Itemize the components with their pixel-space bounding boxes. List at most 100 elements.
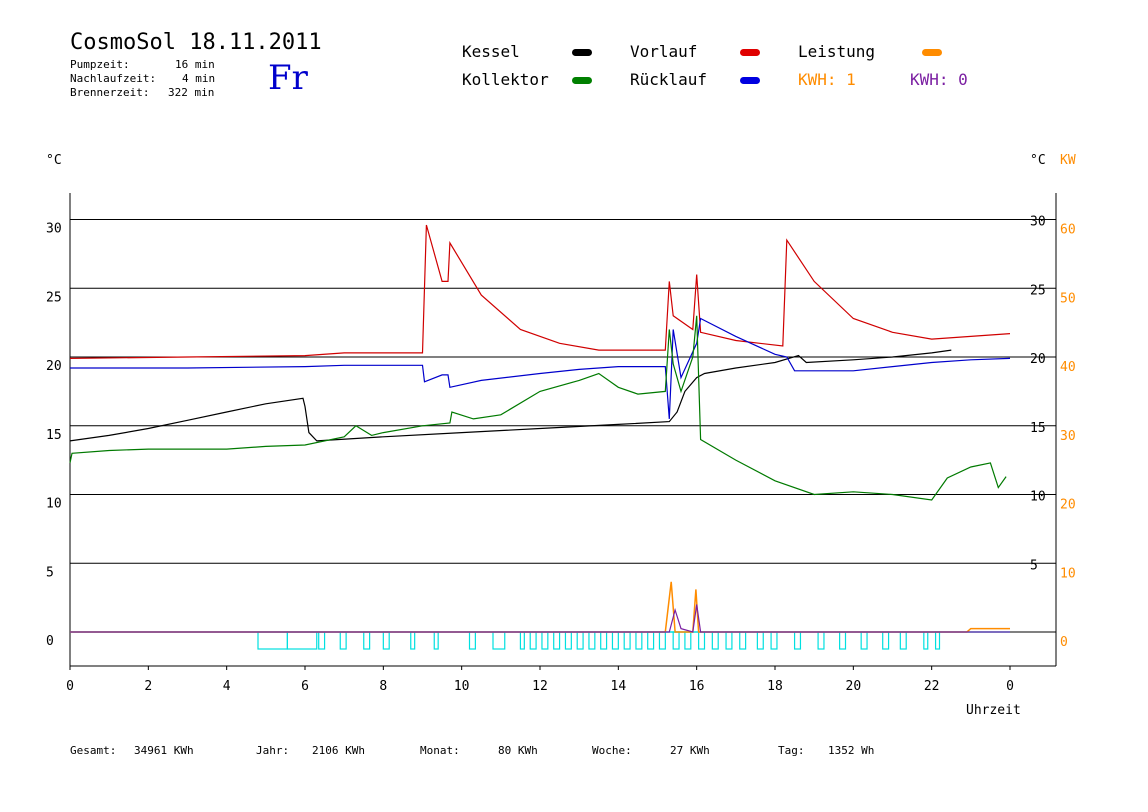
y-tick-left-15: 15 bbox=[46, 428, 62, 443]
pump-interval-10 bbox=[519, 631, 525, 650]
x-tick-8: 16 bbox=[689, 679, 705, 694]
footer-gesamt-value: 34961 KWh bbox=[134, 744, 194, 757]
footer-monat-label: Monat: bbox=[420, 744, 460, 757]
pump-interval-19 bbox=[623, 631, 631, 650]
y-tick-right-5: 5 bbox=[1030, 558, 1038, 573]
y-axis-label-right: °C bbox=[1030, 153, 1046, 168]
pump-interval-11 bbox=[529, 631, 537, 650]
pump-interval-36 bbox=[899, 631, 907, 650]
weekday-label: Fr bbox=[268, 58, 308, 98]
stat-pumpzeit-label: Pumpzeit: bbox=[70, 58, 130, 71]
legend-kessel-swatch bbox=[572, 49, 592, 56]
pump-interval-23 bbox=[672, 631, 680, 650]
stat-pumpzeit-value: 16 min bbox=[175, 58, 215, 71]
pump-interval-8 bbox=[468, 631, 476, 650]
y-tick-left-10: 10 bbox=[46, 497, 62, 512]
series-leistung bbox=[70, 581, 1010, 633]
pump-interval-26 bbox=[711, 631, 719, 650]
legend-kwh-2: KWH: 0 bbox=[910, 70, 968, 89]
y-tick-right-20: 20 bbox=[1030, 352, 1046, 367]
y-tick-kw-50: 50 bbox=[1060, 291, 1076, 306]
pump-interval-9 bbox=[492, 631, 506, 650]
legend-leistung: Leistung bbox=[798, 42, 876, 61]
series-kessel bbox=[69, 349, 952, 442]
pump-interval-14 bbox=[564, 631, 572, 650]
pump-interval-25 bbox=[698, 631, 706, 650]
y-tick-left-5: 5 bbox=[46, 565, 54, 580]
pump-interval-13 bbox=[553, 631, 561, 650]
series-rcklauf bbox=[70, 317, 1011, 419]
stat-brennerzeit-value: 322 min bbox=[168, 86, 215, 99]
pump-interval-7 bbox=[433, 631, 439, 650]
x-tick-11: 22 bbox=[924, 679, 940, 694]
pump-interval-38 bbox=[934, 631, 941, 650]
pump-interval-22 bbox=[658, 631, 666, 650]
footer-gesamt-label: Gesamt: bbox=[70, 744, 117, 757]
x-axis-label: Uhrzeit bbox=[966, 703, 1021, 718]
y-tick-kw-10: 10 bbox=[1060, 566, 1076, 581]
stat-nachlaufzeit-value: 4 min bbox=[182, 72, 216, 85]
x-tick-7: 14 bbox=[611, 679, 627, 694]
y-tick-right-25: 25 bbox=[1030, 283, 1046, 298]
x-tick-3: 6 bbox=[301, 679, 309, 694]
footer-jahr-value: 2106 KWh bbox=[312, 744, 365, 757]
legend-kwh-1: KWH: 1 bbox=[798, 70, 856, 89]
pump-interval-37 bbox=[923, 631, 929, 650]
pump-interval-24 bbox=[684, 631, 692, 650]
x-tick-12: 0 bbox=[1006, 679, 1014, 694]
pump-interval-16 bbox=[588, 631, 596, 650]
pump-interval-1 bbox=[286, 631, 318, 650]
pump-interval-18 bbox=[611, 631, 619, 650]
footer-woche-label: Woche: bbox=[592, 744, 632, 757]
pump-interval-27 bbox=[725, 631, 733, 650]
y-tick-right-10: 10 bbox=[1030, 490, 1046, 505]
y-tick-kw-40: 40 bbox=[1060, 360, 1076, 375]
y-tick-right-30: 30 bbox=[1030, 215, 1046, 230]
footer-tag-label: Tag: bbox=[778, 744, 805, 757]
pump-interval-32 bbox=[817, 631, 825, 650]
y-axis-label-kw: KW bbox=[1060, 153, 1076, 168]
pump-interval-31 bbox=[793, 631, 802, 650]
stat-nachlaufzeit-label: Nachlaufzeit: bbox=[70, 72, 157, 85]
y-tick-left-30: 30 bbox=[46, 222, 62, 237]
pump-interval-21 bbox=[647, 631, 655, 650]
y-tick-kw-30: 30 bbox=[1060, 429, 1076, 444]
x-tick-0: 0 bbox=[66, 679, 74, 694]
series-vorlauf bbox=[69, 224, 1011, 359]
pump-interval-20 bbox=[635, 631, 643, 650]
stat-brennerzeit-label: Brennerzeit: bbox=[70, 86, 150, 99]
y-tick-left-20: 20 bbox=[46, 359, 62, 374]
y-tick-left-25: 25 bbox=[46, 290, 62, 305]
series-kwh bbox=[70, 604, 1010, 633]
pump-interval-33 bbox=[839, 631, 847, 650]
legend-vorlauf: Vorlauf bbox=[630, 42, 698, 61]
x-tick-4: 8 bbox=[379, 679, 387, 694]
pump-interval-29 bbox=[756, 631, 764, 650]
legend-kessel: Kessel bbox=[462, 42, 520, 61]
footer-monat-value: 80 KWh bbox=[498, 744, 538, 757]
pump-interval-0 bbox=[257, 631, 288, 650]
legend-leistung-swatch bbox=[922, 49, 942, 56]
y-tick-left-0: 0 bbox=[46, 634, 54, 649]
y-axis-label-left: °C bbox=[46, 153, 62, 168]
pump-interval-17 bbox=[600, 631, 608, 650]
pump-interval-5 bbox=[382, 631, 390, 650]
pump-interval-12 bbox=[541, 631, 549, 650]
x-tick-1: 2 bbox=[144, 679, 152, 694]
footer-tag-value: 1352 Wh bbox=[828, 744, 875, 757]
pump-interval-34 bbox=[860, 631, 868, 650]
x-tick-10: 20 bbox=[846, 679, 862, 694]
legend-kollektor-swatch bbox=[572, 77, 592, 84]
x-tick-6: 12 bbox=[532, 679, 548, 694]
y-tick-kw-60: 60 bbox=[1060, 223, 1076, 238]
y-tick-right-15: 15 bbox=[1030, 421, 1046, 436]
legend-ruecklauf: Rücklauf bbox=[630, 70, 708, 89]
series-kollektor bbox=[69, 315, 1007, 501]
pump-interval-2 bbox=[318, 631, 326, 650]
pump-interval-28 bbox=[739, 631, 747, 650]
x-tick-2: 4 bbox=[223, 679, 231, 694]
temperature-chart: °C °C KW Uhrzeit 05101520253051015202530… bbox=[46, 153, 1076, 718]
legend-kollektor: Kollektor bbox=[462, 70, 549, 89]
legend-vorlauf-swatch bbox=[740, 49, 760, 56]
chart-title: CosmoSol 18.11.2011 bbox=[70, 30, 322, 55]
